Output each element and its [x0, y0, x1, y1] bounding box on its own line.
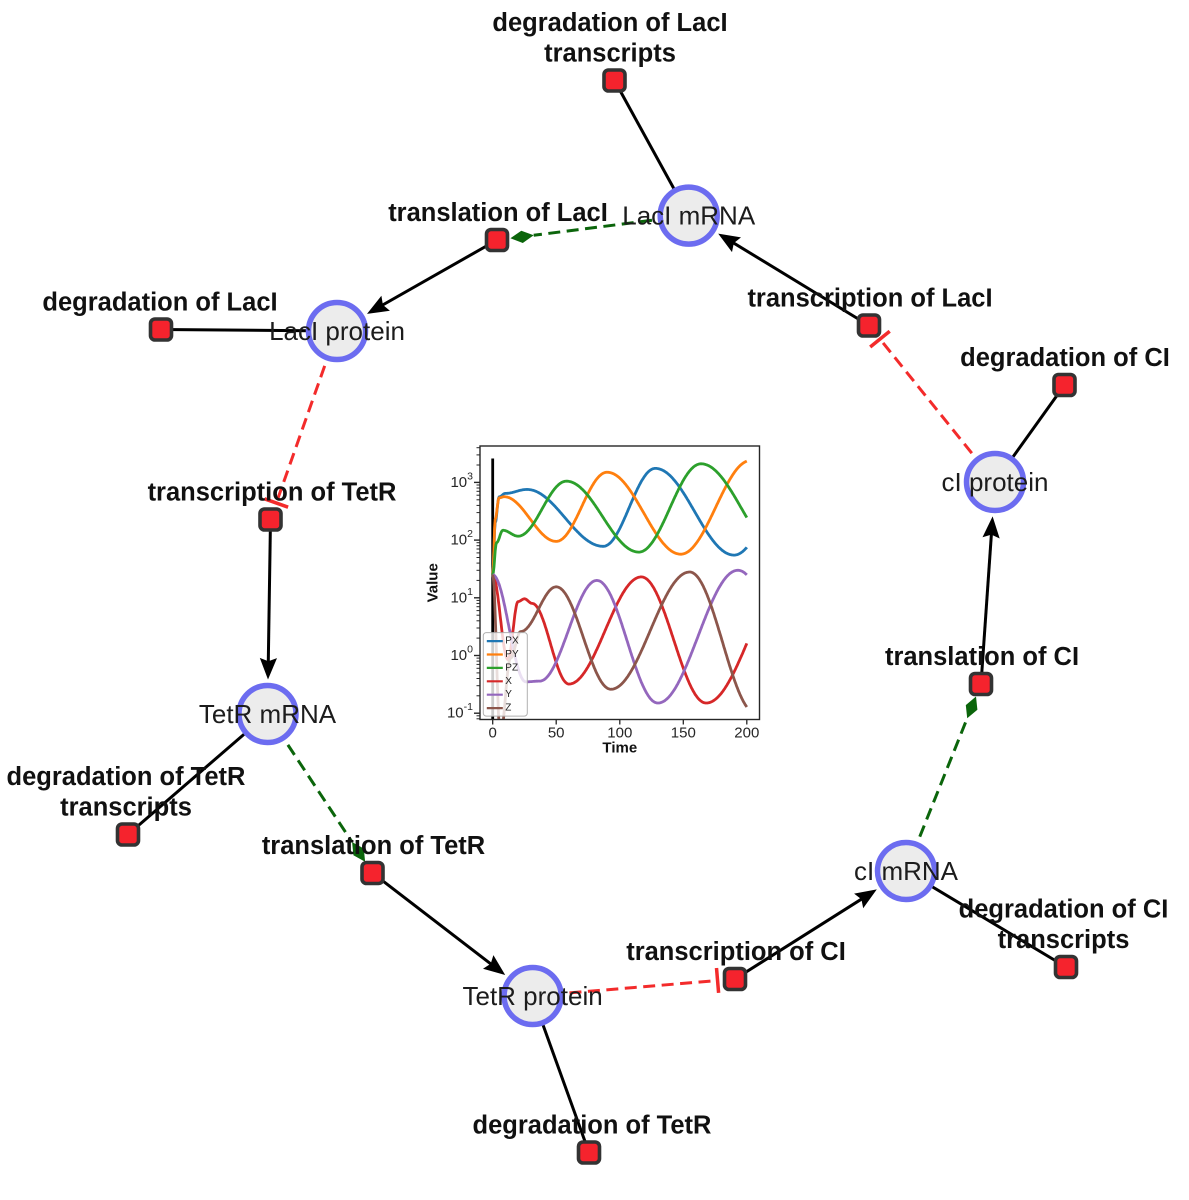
svg-text:degradation of TetR: degradation of TetR [7, 763, 246, 791]
svg-text:TetR protein: TetR protein [463, 981, 603, 1011]
svg-text:degradation of LacI: degradation of LacI [42, 288, 277, 316]
svg-text:Y: Y [505, 689, 512, 700]
svg-text:PY: PY [505, 649, 519, 660]
svg-text:translation of CI: translation of CI [885, 643, 1079, 671]
svg-text:Z: Z [505, 703, 511, 714]
svg-text:LacI mRNA: LacI mRNA [622, 201, 756, 231]
svg-text:transcription of TetR: transcription of TetR [148, 478, 397, 506]
svg-text:transcription of CI: transcription of CI [626, 938, 846, 966]
svg-text:degradation of CI: degradation of CI [959, 895, 1169, 923]
svg-text:150: 150 [671, 725, 696, 742]
svg-text:degradation of LacI: degradation of LacI [492, 9, 727, 37]
svg-text:transcripts: transcripts [60, 793, 192, 821]
svg-text:transcription of LacI: transcription of LacI [747, 284, 992, 312]
svg-text:LacI protein: LacI protein [269, 316, 405, 346]
svg-text:Value: Value [425, 563, 442, 602]
svg-text:Time: Time [602, 740, 637, 757]
svg-text:translation of TetR: translation of TetR [262, 832, 485, 860]
svg-text:degradation of TetR: degradation of TetR [473, 1111, 712, 1139]
svg-text:translation of LacI: translation of LacI [388, 199, 608, 227]
svg-text:cI mRNA: cI mRNA [854, 856, 959, 886]
svg-text:100: 100 [607, 725, 632, 742]
svg-text:cI protein: cI protein [942, 467, 1049, 497]
svg-text:50: 50 [548, 725, 565, 742]
svg-text:PX: PX [505, 636, 519, 647]
svg-text:X: X [505, 676, 512, 687]
svg-text:degradation of CI: degradation of CI [960, 344, 1170, 372]
svg-text:transcripts: transcripts [544, 39, 676, 67]
svg-text:200: 200 [734, 725, 759, 742]
svg-text:TetR mRNA: TetR mRNA [199, 699, 337, 729]
svg-text:0: 0 [489, 725, 497, 742]
svg-text:transcripts: transcripts [998, 926, 1130, 954]
svg-text:PZ: PZ [505, 662, 518, 673]
